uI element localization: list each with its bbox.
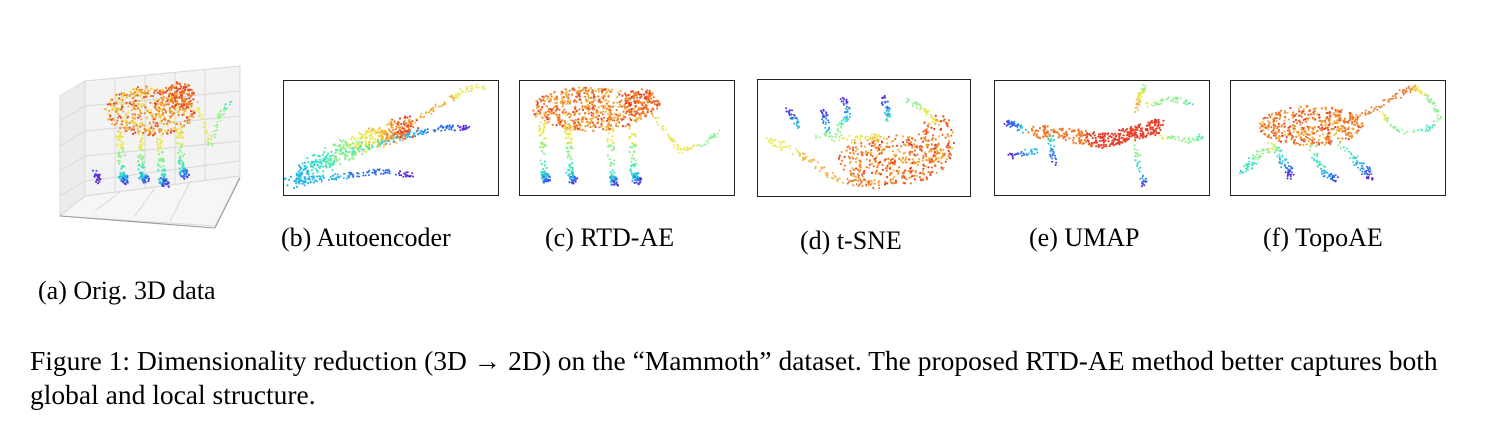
- panel-e-label: (e) UMAP: [1029, 223, 1140, 252]
- mammoth-3d-scatter-icon: [58, 65, 241, 229]
- autoencoder-embedding-icon: [284, 83, 487, 190]
- panel-c-label: (c) RTD-AE: [545, 223, 675, 252]
- panel-a-label: (a) Orig. 3D data: [38, 276, 216, 305]
- panel-f-label: (f) TopoAE: [1263, 223, 1383, 252]
- panel-f: [1230, 80, 1446, 196]
- panel-b-label: (b) Autoencoder: [281, 223, 451, 252]
- panel-b: [283, 80, 499, 196]
- panel-c: [519, 80, 735, 196]
- panel-d-label: (d) t-SNE: [800, 226, 902, 255]
- tsne-embedding-icon: [765, 94, 955, 190]
- panel-d: [757, 79, 971, 197]
- rtd-ae-embedding-icon: [532, 86, 721, 187]
- umap-embedding-icon: [1003, 83, 1204, 188]
- panel-a: [55, 56, 255, 236]
- topoae-embedding-icon: [1239, 84, 1443, 183]
- figure-caption: Figure 1: Dimensionality reduction (3D →…: [30, 345, 1438, 410]
- panel-e: [994, 80, 1210, 196]
